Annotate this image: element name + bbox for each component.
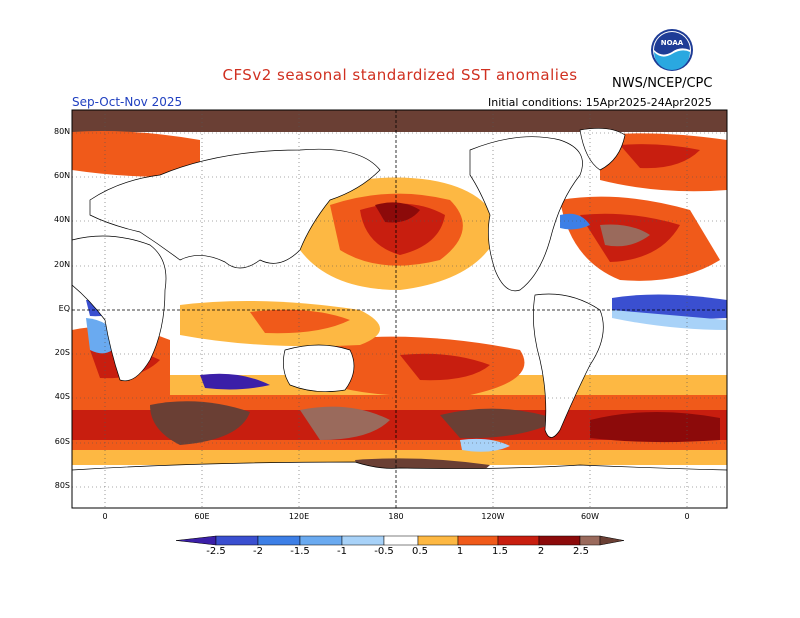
lon-label: 120W — [481, 512, 505, 521]
north-america-land — [469, 136, 583, 292]
colorbar-segment — [579, 535, 601, 546]
lat-label: 60N — [54, 171, 71, 180]
lon-label: 60W — [580, 512, 600, 521]
greenland-land — [579, 128, 626, 171]
lon-label: 180 — [388, 512, 404, 521]
colorbar-label: 1.5 — [492, 546, 508, 557]
colorbar-label: -1 — [337, 546, 347, 557]
agency-label: NWS/NCEP/CPC — [612, 76, 713, 91]
colorbar-label: 0.5 — [412, 546, 428, 557]
lat-label: 80N — [54, 127, 71, 136]
lat-label: 80S — [54, 481, 70, 490]
map-title: CFSv2 seasonal standardized SST anomalie… — [222, 66, 578, 84]
colorbar-segment — [215, 535, 259, 546]
colorbar-segment — [257, 535, 301, 546]
colorbar-segment — [341, 535, 385, 546]
colorbar-segment — [175, 535, 217, 546]
colorbar-segment — [538, 535, 581, 546]
lon-label: 0 — [102, 512, 108, 521]
lat-label: 40N — [54, 215, 71, 224]
colorbar-label: 2.5 — [573, 546, 589, 557]
initial-conditions-label: Initial conditions: 15Apr2025-24Apr2025 — [488, 96, 712, 109]
lon-label: 0 — [684, 512, 690, 521]
africa-land — [72, 235, 167, 382]
colorbar-label: 1 — [456, 546, 464, 557]
colorbar-segment — [383, 535, 419, 546]
colorbar-segment — [299, 535, 343, 546]
colorbar-segment — [497, 535, 540, 546]
noaa-logo-text: NOAA — [661, 39, 684, 47]
lat-label: 20S — [54, 348, 70, 357]
season-label: Sep-Oct-Nov 2025 — [72, 95, 183, 109]
lon-label: 120E — [288, 512, 310, 521]
lat-label: 40S — [54, 392, 70, 401]
colorbar-segment — [417, 535, 459, 546]
noaa-logo: NOAA — [651, 29, 693, 71]
colorbar-label: -2 — [253, 546, 263, 557]
australia-land — [283, 344, 355, 392]
lat-label: EQ — [58, 304, 70, 313]
map-frame — [71, 109, 728, 509]
lon-label: 60E — [194, 512, 210, 521]
map-reference-lines — [72, 110, 727, 508]
colorbar-segment — [599, 535, 625, 546]
colorbar-segment — [457, 535, 499, 546]
antarctica-land — [72, 461, 727, 508]
colorbar-label: -0.5 — [374, 546, 394, 557]
lat-label: 20N — [54, 260, 71, 269]
colorbar-label: 2 — [537, 546, 545, 557]
colorbar-label: -2.5 — [206, 546, 226, 557]
map-field — [72, 110, 727, 508]
eurasia-land — [89, 148, 381, 269]
colorbar-label: -1.5 — [290, 546, 310, 557]
lat-label: 60S — [54, 437, 70, 446]
